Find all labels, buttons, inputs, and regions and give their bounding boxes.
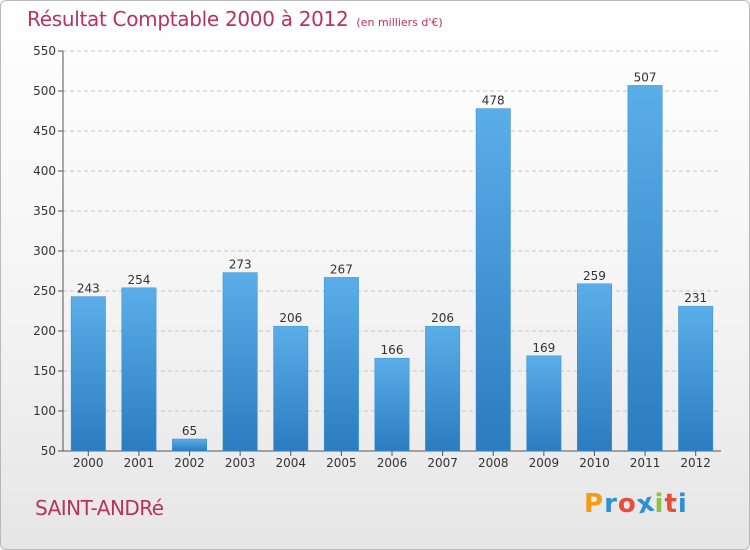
x-tick-label-2004: 2004 [275, 456, 306, 470]
bar-2006 [374, 357, 410, 452]
x-tick-label-2001: 2001 [124, 456, 155, 470]
chart-title-text: Résultat Comptable 2000 à 2012 [27, 7, 349, 31]
y-tick-label: 50 [41, 444, 56, 458]
data-label-2001: 254 [127, 273, 150, 287]
x-tick-label-2007: 2007 [427, 456, 458, 470]
logo-letter: i [654, 489, 665, 519]
x-tick-label-2003: 2003 [225, 456, 256, 470]
bar-2007 [425, 325, 461, 452]
data-label-2009: 169 [532, 341, 555, 355]
y-tick-label: 500 [33, 84, 56, 98]
bars [70, 85, 714, 452]
data-label-2002: 65 [182, 424, 197, 438]
logo-letter: P [584, 489, 605, 519]
bar-2002 [172, 438, 207, 452]
x-tick-label-2006: 2006 [377, 456, 408, 470]
data-labels: 243 254 65 273 206 267 166 206 478 169 259 507 231 [77, 70, 707, 438]
x-tick-label-2000: 2000 [73, 456, 104, 470]
data-label-2006: 166 [381, 343, 404, 357]
y-tick-label: 250 [33, 284, 56, 298]
x-tick-label-2002: 2002 [174, 456, 205, 470]
x-tick-label-2005: 2005 [326, 456, 357, 470]
data-label-2007: 206 [431, 311, 454, 325]
x-tick-label-2012: 2012 [680, 456, 711, 470]
y-tick-label: 200 [33, 324, 56, 338]
proxiti-logo: Proxiti [584, 487, 688, 520]
x-tick-labels: 2000 2001 2002 2003 2004 2005 2006 2007 2008 2009… [73, 451, 711, 470]
data-label-2003: 273 [229, 258, 252, 272]
x-tick-label-2009: 2009 [529, 456, 560, 470]
data-label-2004: 206 [279, 311, 302, 325]
logo-letter: o [617, 489, 637, 519]
logo-letter: t [664, 489, 678, 519]
bar-2010 [577, 283, 612, 452]
y-tick-label: 400 [33, 164, 56, 178]
bar-2012 [678, 305, 714, 452]
data-label-2008: 478 [482, 94, 505, 108]
bar-2009 [526, 355, 562, 452]
bar-2003 [222, 272, 258, 452]
logo-letter: i [677, 489, 688, 519]
y-tick-label: 350 [33, 204, 56, 218]
y-tick-label: 550 [33, 44, 56, 58]
y-tick-label: 100 [33, 404, 56, 418]
chart-subtitle: (en milliers d'€) [356, 16, 443, 29]
data-label-2005: 267 [330, 262, 353, 276]
x-tick-label-2010: 2010 [579, 456, 610, 470]
bar-2005 [323, 277, 359, 452]
bar-2000 [70, 296, 106, 452]
x-tick-label-2011: 2011 [630, 456, 661, 470]
data-label-2010: 259 [583, 269, 606, 283]
bar-2008 [475, 108, 511, 452]
logo-letter: r [604, 489, 618, 519]
data-label-2000: 243 [77, 282, 100, 296]
data-label-2011: 507 [634, 70, 657, 84]
data-label-2012: 231 [684, 291, 707, 305]
chart-title: Résultat Comptable 2000 à 2012 (en millie… [27, 7, 443, 31]
bar-2004 [273, 325, 309, 452]
bar-2011 [627, 85, 663, 452]
y-tick-label: 450 [33, 124, 56, 138]
y-tick-labels: 50 100 150 200 250 300 350 400 450 500 550 [33, 44, 56, 458]
y-tick-label: 300 [33, 244, 56, 258]
bar-2001 [121, 287, 157, 452]
x-tick-label-2008: 2008 [478, 456, 509, 470]
commune-name: SAINT-ANDRé [35, 496, 164, 520]
y-tick-label: 150 [33, 364, 56, 378]
